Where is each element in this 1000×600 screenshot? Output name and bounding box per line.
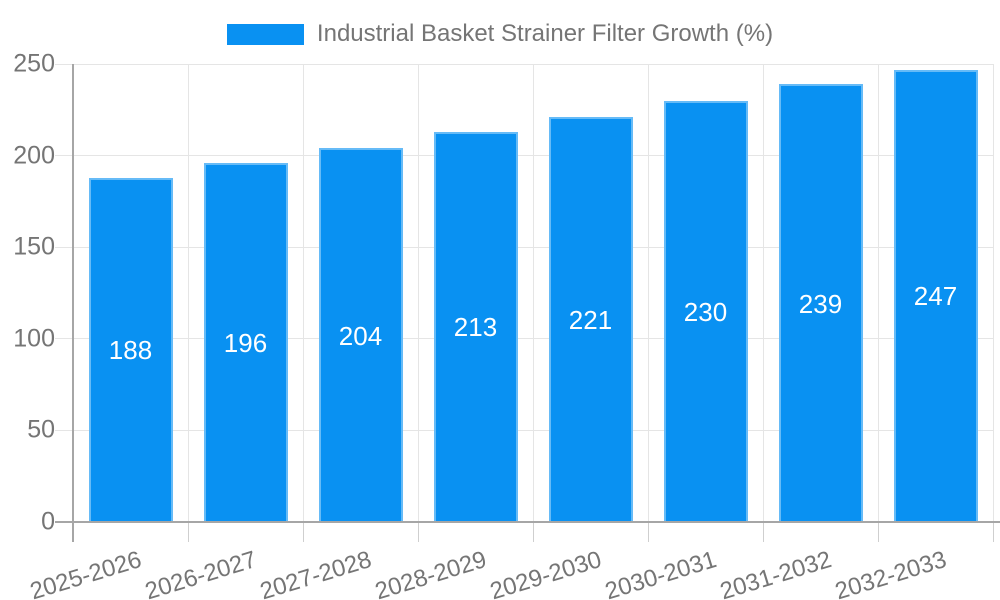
grid-line-x — [303, 64, 304, 522]
grid-line-x — [763, 64, 764, 522]
grid-line-x — [878, 64, 879, 522]
y-axis-line — [72, 64, 74, 542]
bar[interactable]: 204 — [318, 148, 403, 522]
y-tick-label: 50 — [27, 415, 55, 444]
grid-line-x — [188, 64, 189, 522]
bar-value-label: 204 — [338, 320, 383, 351]
bar-value-label: 221 — [568, 305, 613, 336]
y-tick-label: 200 — [13, 141, 55, 170]
y-tick-label: 250 — [13, 49, 55, 78]
legend[interactable]: Industrial Basket Strainer Filter Growth… — [0, 20, 1000, 48]
x-tick-label: 2031-2032 — [716, 546, 835, 600]
bar-value-label: 239 — [798, 288, 843, 319]
grid-line-x — [533, 64, 534, 522]
x-axis-tick — [533, 522, 534, 542]
legend-swatch — [226, 23, 304, 45]
bar[interactable]: 239 — [778, 84, 863, 522]
x-tick-label: 2025-2026 — [26, 546, 145, 600]
x-axis-tick — [878, 522, 879, 542]
x-tick-label: 2032-2033 — [831, 546, 950, 600]
bar-value-label: 188 — [108, 335, 153, 366]
y-tick-label: 150 — [13, 232, 55, 261]
grid-line-y — [55, 338, 993, 340]
legend-label: Industrial Basket Strainer Filter Growth… — [316, 20, 774, 47]
x-axis-tick — [993, 522, 994, 542]
bar[interactable]: 247 — [893, 69, 978, 522]
bar[interactable]: 221 — [548, 117, 633, 522]
grid-line-y — [55, 155, 993, 157]
bar-value-label: 247 — [913, 281, 958, 312]
bar[interactable]: 230 — [663, 100, 748, 522]
grid-line-y — [55, 246, 993, 248]
y-tick-label: 0 — [41, 507, 55, 536]
grid-line-y — [55, 429, 993, 431]
bar[interactable]: 196 — [203, 162, 288, 522]
x-axis-tick — [418, 522, 419, 542]
bar[interactable]: 188 — [88, 177, 173, 522]
x-tick-label: 2029-2030 — [486, 546, 605, 600]
bar-value-label: 230 — [683, 296, 728, 327]
x-axis-tick — [303, 522, 304, 542]
x-tick-label: 2028-2029 — [371, 546, 490, 600]
x-axis-line — [55, 521, 1000, 523]
bar[interactable]: 213 — [433, 131, 518, 522]
grid-line-x — [993, 64, 994, 522]
grid-line-y — [55, 63, 993, 65]
plot-area: 188 196 204 213 221 230 239 247 0 50 100 150 200 250… — [13, 50, 1000, 600]
x-tick-label: 2030-2031 — [601, 546, 720, 600]
x-tick-label: 2026-2027 — [141, 546, 260, 600]
x-axis-tick — [648, 522, 649, 542]
bar-value-label: 196 — [223, 327, 268, 358]
grid-line-x — [418, 64, 419, 522]
grid-line-x — [648, 64, 649, 522]
x-tick-label: 2027-2028 — [256, 546, 375, 600]
x-axis-tick — [188, 522, 189, 542]
bar-value-label: 213 — [453, 312, 498, 343]
x-axis-tick — [763, 522, 764, 542]
y-tick-label: 100 — [13, 324, 55, 353]
